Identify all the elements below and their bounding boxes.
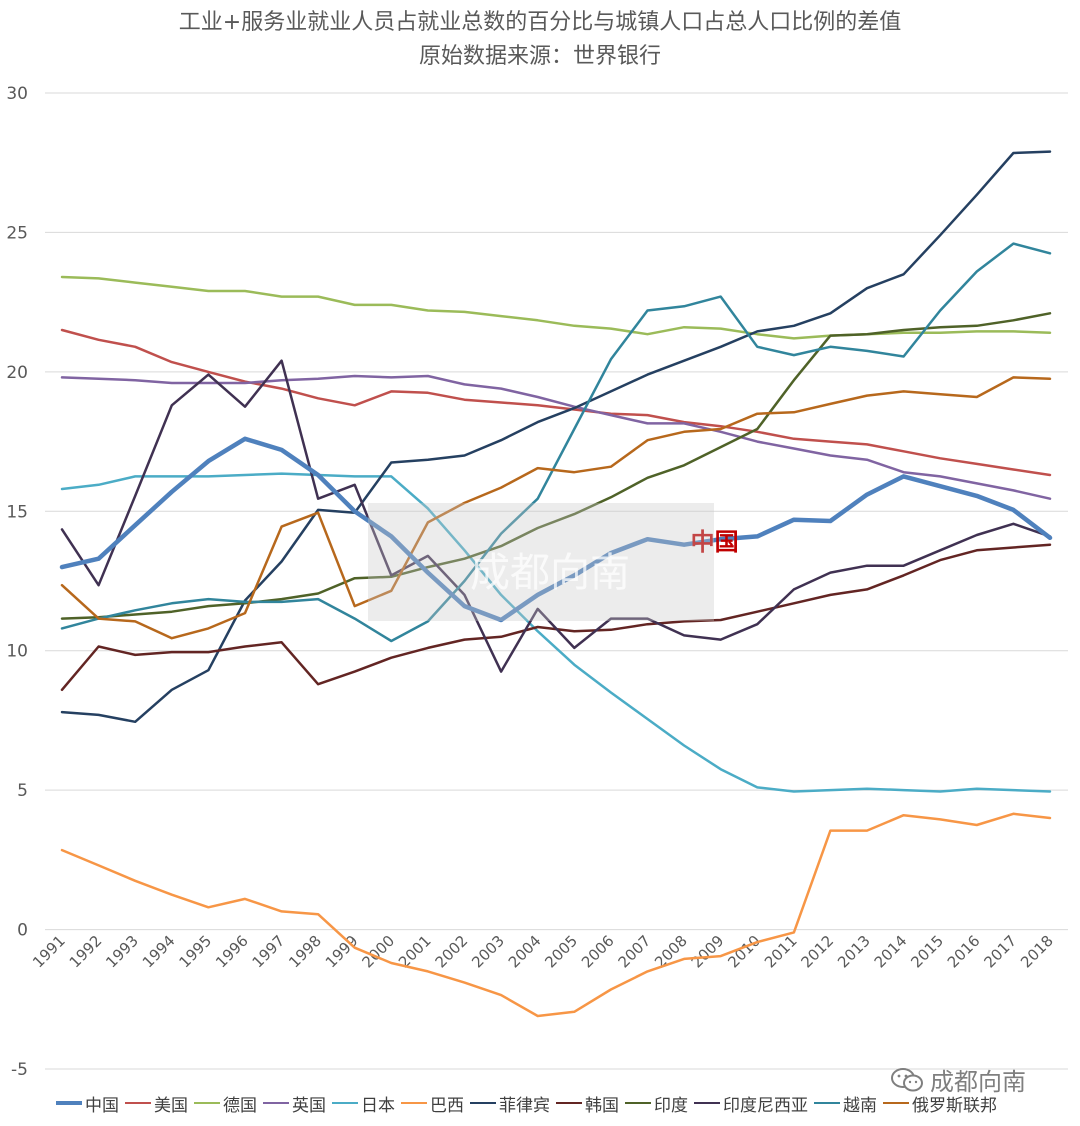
- watermark-box: [368, 503, 714, 621]
- series-line-英国: [60, 374, 1052, 500]
- x-tick-label: 2017: [981, 932, 1021, 972]
- legend-swatch: [125, 1102, 151, 1104]
- legend-label: 菲律宾: [499, 1095, 550, 1116]
- series-line-印度: [60, 312, 1052, 620]
- series-line-菲律宾: [60, 150, 1052, 724]
- legend-item: 印度尼西亚: [694, 1091, 808, 1116]
- x-tick-label: 2013: [834, 932, 874, 972]
- legend-label: 印度: [654, 1095, 688, 1116]
- legend-item: 英国: [263, 1091, 326, 1116]
- x-tick-label: 1999: [322, 932, 362, 972]
- x-tick-label: 2012: [798, 932, 838, 972]
- x-tick-label: 1993: [102, 932, 142, 972]
- y-tick-label: 25: [6, 223, 28, 243]
- x-tick-label: 2005: [541, 932, 581, 972]
- chart-subtitle: 原始数据来源：世界银行: [418, 44, 661, 69]
- x-tick-label: 2003: [468, 932, 508, 972]
- legend-swatch: [556, 1102, 582, 1104]
- x-tick-label: 2006: [578, 932, 618, 972]
- legend-label: 韩国: [585, 1095, 619, 1116]
- wechat-icon: [891, 1067, 923, 1091]
- brand-logo: 成都向南: [890, 1062, 1026, 1097]
- legend-swatch: [56, 1101, 82, 1105]
- legend-swatch: [401, 1102, 427, 1104]
- series-lines: [59, 150, 1053, 1018]
- x-tick-label: 2018: [1017, 932, 1057, 972]
- watermark-text: 成都向南: [470, 550, 630, 596]
- legend-item: 韩国: [556, 1091, 619, 1116]
- legend-item: 中国: [56, 1091, 119, 1116]
- y-tick-label: 30: [6, 84, 28, 104]
- x-tick-label: 1996: [212, 932, 252, 972]
- legend-item: 德国: [194, 1091, 257, 1116]
- x-tick-label: 2015: [907, 932, 947, 972]
- y-tick-label: 20: [6, 363, 28, 383]
- series-line-印度尼西亚: [60, 359, 1052, 673]
- legend-label: 美国: [154, 1095, 188, 1116]
- y-tick-label: 15: [6, 502, 28, 522]
- legend-item: 巴西: [401, 1091, 464, 1116]
- legend-swatch: [814, 1102, 840, 1104]
- x-tick-label: 2014: [871, 932, 911, 972]
- x-tick-label: 1995: [175, 932, 215, 972]
- x-tick-label: 2011: [761, 932, 801, 972]
- series-line-德国: [60, 275, 1052, 340]
- series-line-俄罗斯联邦: [60, 376, 1052, 640]
- legend-swatch: [470, 1102, 496, 1104]
- legend-swatch: [263, 1102, 289, 1104]
- series-line-美国: [60, 328, 1052, 477]
- x-tick-label: 1991: [29, 932, 69, 972]
- x-tick-label: 2004: [505, 932, 545, 972]
- brand-text: 成都向南: [930, 1068, 1026, 1096]
- x-tick-label: 1997: [249, 932, 289, 972]
- chart-title: 工业+服务业就业人员占就业总数的百分比与城镇人口占总人口比例的差值: [178, 10, 902, 35]
- y-axis: 30 25 20 15 10 5 0 -5: [6, 84, 28, 1080]
- legend-swatch: [332, 1102, 358, 1104]
- legend-label: 德国: [223, 1095, 257, 1116]
- legend-label: 印度尼西亚: [723, 1095, 808, 1116]
- legend-label: 俄罗斯联邦: [912, 1095, 997, 1116]
- legend-swatch: [625, 1102, 651, 1104]
- legend-item: 日本: [332, 1091, 395, 1116]
- y-tick-label: 0: [17, 921, 28, 941]
- y-tick-label: -5: [11, 1060, 28, 1080]
- annotation-label: 中国: [691, 527, 739, 556]
- x-axis: 1991199219931994199519961997199819992000…: [29, 932, 1057, 972]
- legend-label: 巴西: [430, 1095, 464, 1116]
- legend-item: 俄罗斯联邦: [883, 1091, 997, 1116]
- series-line-日本: [60, 472, 1052, 793]
- legend-swatch: [694, 1102, 720, 1104]
- chart-legend: 中国 美国 德国 英国 日本 巴西 菲律宾 韩国 印度 印度尼西亚 越南 俄罗斯联邦: [56, 1090, 1003, 1116]
- legend-swatch: [194, 1102, 220, 1104]
- x-tick-label: 1998: [285, 932, 325, 972]
- x-tick-label: 2016: [944, 932, 984, 972]
- x-tick-label: 1994: [139, 932, 179, 972]
- legend-label: 日本: [361, 1095, 395, 1116]
- annotations: 中国: [691, 527, 739, 556]
- legend-swatch: [883, 1102, 909, 1104]
- legend-item: 菲律宾: [470, 1091, 550, 1116]
- y-tick-label: 5: [17, 781, 28, 801]
- x-tick-label: 2002: [432, 932, 472, 972]
- y-tick-label: 10: [6, 642, 28, 662]
- legend-label: 越南: [843, 1095, 877, 1116]
- legend-label: 英国: [292, 1095, 326, 1116]
- x-tick-label: 2007: [615, 932, 655, 972]
- x-tick-label: 2008: [651, 932, 691, 972]
- x-tick-label: 1992: [66, 932, 106, 972]
- legend-item: 美国: [125, 1091, 188, 1116]
- series-line-中国: [59, 436, 1053, 623]
- x-tick-label: 2009: [688, 932, 728, 972]
- legend-item: 越南: [814, 1091, 877, 1116]
- series-line-越南: [60, 242, 1052, 643]
- series-line-巴西: [60, 812, 1052, 1018]
- legend-label: 中国: [85, 1095, 119, 1116]
- legend-item: 印度: [625, 1091, 688, 1116]
